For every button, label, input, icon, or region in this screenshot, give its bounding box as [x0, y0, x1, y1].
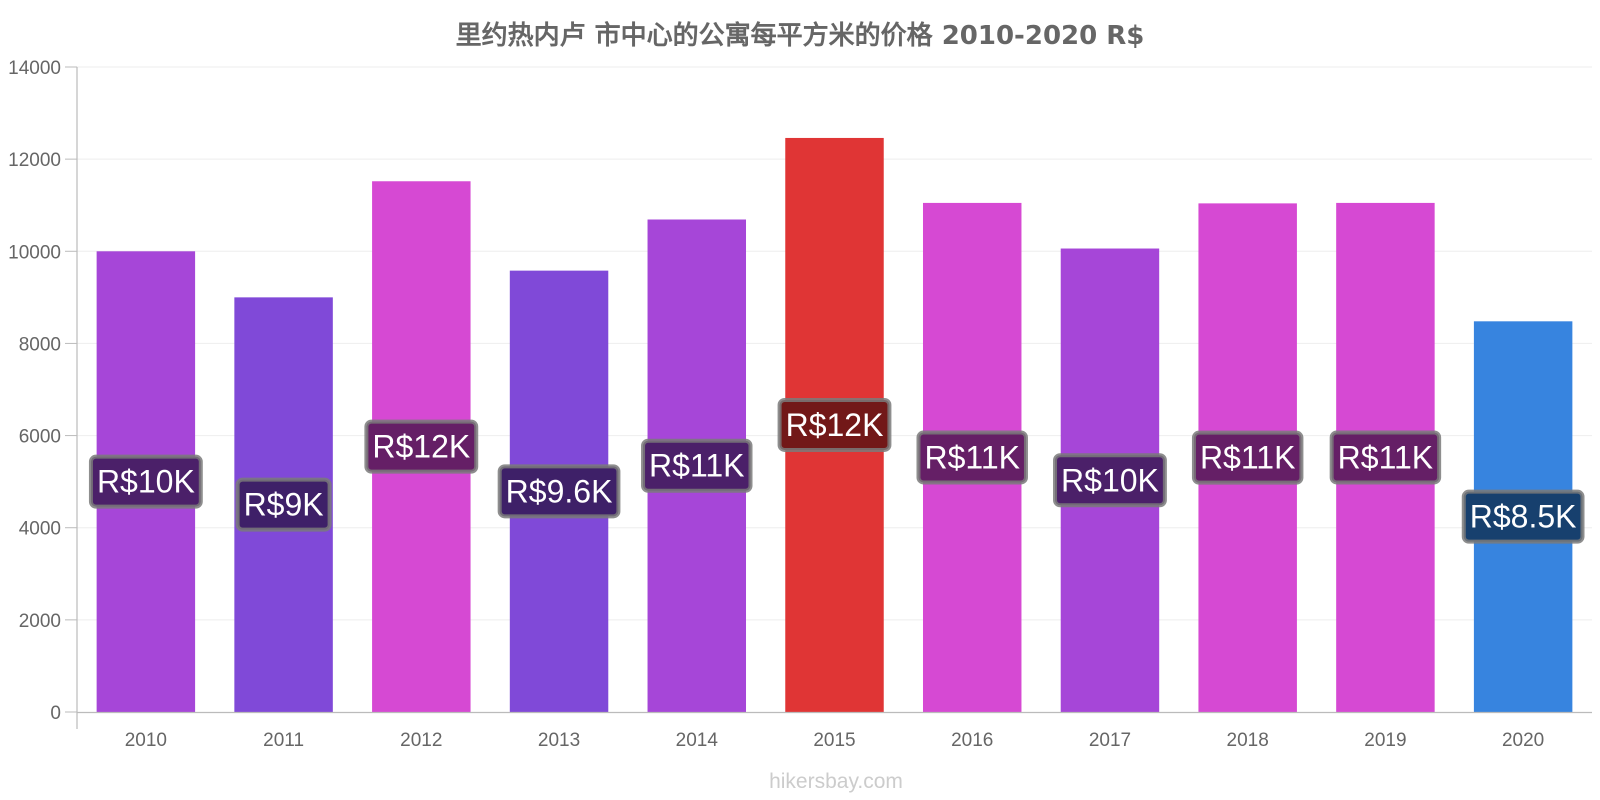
data-label-box — [497, 464, 621, 519]
x-tick-label: 2013 — [538, 730, 580, 751]
data-label: R$12K — [777, 397, 892, 452]
data-label: R$9K — [235, 477, 332, 532]
x-tick-label: 2016 — [951, 730, 993, 751]
data-label: R$10K — [1053, 453, 1167, 508]
x-tick-label: 2019 — [1364, 730, 1406, 751]
data-label: R$11K — [641, 438, 753, 493]
data-label: R$11K — [1191, 430, 1304, 485]
data-label-box — [1329, 430, 1442, 485]
y-tick-label: 10000 — [8, 242, 61, 263]
y-tick-label: 12000 — [8, 150, 61, 171]
data-label-text: R$9K — [244, 487, 324, 523]
watermark: hikersbay.com — [769, 770, 903, 793]
data-label-text: R$8.5K — [1470, 499, 1577, 535]
data-label-text: R$10K — [1061, 462, 1159, 498]
data-label-box — [1461, 489, 1585, 544]
data-label-text: R$9.6K — [506, 473, 613, 509]
data-label-text: R$11K — [649, 448, 744, 484]
data-label-box — [1053, 453, 1167, 508]
data-label: R$11K — [1329, 430, 1442, 485]
data-label-box — [235, 477, 332, 532]
data-label-text: R$11K — [1338, 439, 1433, 475]
x-tick-label: 2018 — [1227, 730, 1269, 751]
data-label: R$11K — [916, 430, 1028, 485]
data-label-box — [916, 430, 1028, 485]
data-label-box — [88, 454, 203, 509]
x-tick-label: 2010 — [125, 730, 167, 751]
x-tick-label: 2014 — [676, 730, 719, 751]
x-axis: 2010 2011 2012 2013 2014 2015 2016 2017 2018 2019… — [77, 711, 1592, 751]
data-label-text: R$11K — [1200, 440, 1295, 476]
data-labels: R$10K R$9K R$12K R$9.6K R$11K R$12K R$11K R$10K… — [88, 397, 1585, 544]
y-tick-label: 2000 — [19, 611, 61, 632]
data-label: R$8.5K — [1461, 489, 1585, 544]
y-tick-label: 4000 — [19, 519, 61, 540]
chart-title: 里约热内卢 市中心的公寓每平方米的价格 2010-2020 R$ — [456, 20, 1145, 51]
data-label: R$10K — [88, 454, 203, 509]
x-tick-label: 2020 — [1502, 730, 1544, 751]
x-tick-label: 2012 — [400, 730, 442, 751]
y-tick-label: 0 — [50, 703, 61, 724]
data-label-text: R$12K — [372, 429, 470, 465]
y-tick-label: 6000 — [19, 427, 61, 448]
data-label-text: R$12K — [786, 407, 884, 443]
x-tick-label: 2011 — [263, 730, 304, 751]
y-axis: 0 2000 4000 6000 8000 10000 12000 14000 — [8, 58, 78, 729]
data-label-box — [641, 438, 753, 493]
data-label-text: R$10K — [97, 464, 195, 500]
data-label: R$9.6K — [497, 464, 621, 519]
data-label: R$12K — [364, 419, 479, 474]
data-label-box — [364, 419, 479, 474]
y-tick-label: 8000 — [19, 334, 61, 355]
data-label-box — [1191, 430, 1304, 485]
y-tick-label: 14000 — [8, 58, 61, 79]
data-label-box — [777, 397, 892, 452]
data-label-text: R$11K — [924, 439, 1019, 475]
x-tick-label: 2015 — [813, 730, 855, 751]
x-tick-label: 2017 — [1089, 730, 1131, 751]
